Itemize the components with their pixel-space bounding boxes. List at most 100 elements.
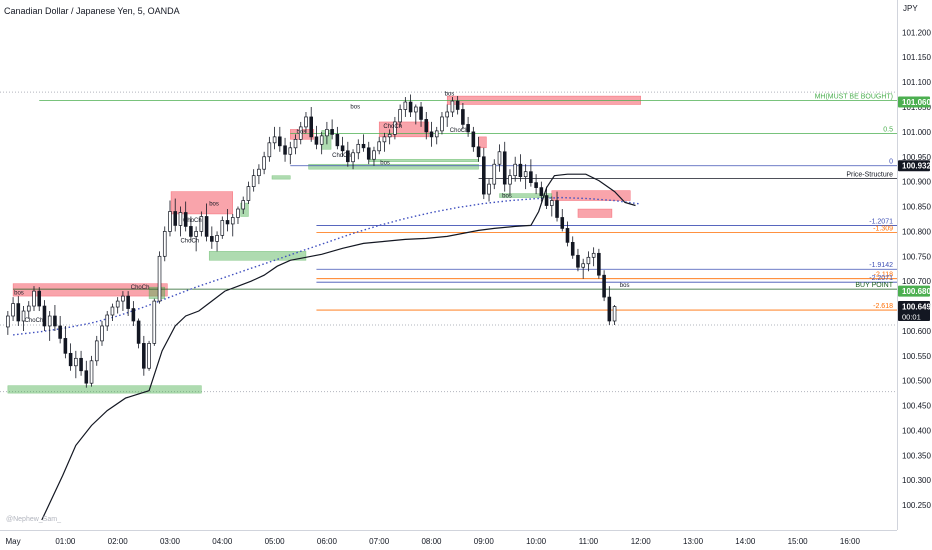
bear-candle	[210, 236, 214, 242]
bull-candle	[47, 315, 52, 327]
time-tick-label: 01:00	[55, 537, 76, 546]
level-label: 0.5	[883, 126, 893, 133]
bull-candle	[591, 252, 596, 258]
bear-candle	[283, 145, 287, 155]
bear-candle	[455, 100, 460, 110]
bear-candle	[314, 136, 319, 145]
structure-labels-layer: bos ChoCh ChoCh bos ChoCh ChoCh bos ChoCh bos Cho…	[14, 92, 629, 324]
bull-candle	[115, 300, 120, 308]
bull-candle	[6, 315, 10, 328]
price-tick-label: 100.350	[902, 451, 931, 460]
structure-label: ChoCh	[450, 128, 469, 134]
bull-candle	[288, 147, 293, 155]
supply-demand-zones-layer	[7, 95, 641, 394]
bear-candle	[539, 187, 544, 196]
time-tick-label: 07:00	[369, 537, 390, 546]
price-tick-label: 100.750	[902, 252, 931, 261]
time-tick-label: 09:00	[474, 537, 495, 546]
bear-candle	[597, 252, 601, 276]
structure-label: ChoCh	[332, 153, 351, 159]
bull-candle	[492, 163, 497, 185]
red-zone	[170, 191, 233, 215]
price-tick-label: 101.200	[902, 28, 931, 37]
price-badge	[898, 285, 930, 297]
bull-candle	[293, 138, 298, 149]
bull-candle	[398, 109, 402, 123]
time-tick-label: 04:00	[212, 537, 233, 546]
time-tick-label: 13:00	[683, 537, 704, 546]
bear-candle	[602, 274, 606, 298]
bear-candle	[84, 370, 89, 384]
bull-candle	[445, 111, 449, 118]
price-tick-label: 100.950	[902, 153, 931, 162]
bear-candle	[68, 352, 73, 367]
price-tick-label: 100.800	[902, 227, 931, 236]
bull-candle	[152, 300, 157, 344]
bull-candle	[267, 142, 272, 158]
bull-candle	[21, 310, 26, 322]
bull-candle	[497, 151, 502, 165]
bear-candle	[419, 106, 423, 120]
bull-candle	[199, 216, 204, 232]
structure-label: ChoCh	[25, 318, 44, 324]
level-label: -2.118	[874, 272, 893, 279]
structure-label: ChoCh	[183, 218, 202, 224]
time-tick-label: 14:00	[735, 537, 756, 546]
level-label: Price-Structure	[846, 172, 893, 179]
level-label: -1.9142	[869, 262, 893, 269]
bear-candle	[79, 357, 83, 372]
bull-candle	[487, 183, 491, 195]
structure-label: bos	[297, 129, 307, 135]
time-axis: May 01:00 02:00 03:00 04:00 05:00 06:00 07:00 08…	[0, 530, 897, 546]
bear-candle	[361, 143, 366, 149]
bull-candle	[162, 231, 167, 257]
bear-candle	[335, 134, 340, 147]
bear-candle	[607, 296, 612, 322]
price-axis: JPY101.200101.150101.100101.050101.00010…	[897, 0, 932, 550]
bull-candle	[32, 290, 36, 307]
bull-candle	[403, 101, 408, 110]
bull-candle	[508, 175, 512, 185]
bull-candle	[168, 211, 172, 232]
bear-candle	[225, 220, 230, 225]
bear-candle	[340, 145, 345, 152]
structure-label: bos	[380, 161, 390, 167]
price-tick-label: 101.100	[902, 78, 931, 87]
green-zone	[7, 385, 202, 394]
bull-candle	[414, 106, 418, 113]
bull-candle	[215, 235, 219, 242]
bull-candle	[100, 325, 104, 342]
bear-candle	[53, 315, 57, 327]
price-tick-label: 100.600	[902, 327, 931, 336]
level-label: -1.2071	[869, 218, 893, 225]
time-tick-label: 03:00	[160, 537, 181, 546]
level-label: BUY POINT	[855, 282, 893, 289]
bull-candle	[241, 200, 245, 210]
bull-candle	[105, 314, 110, 327]
time-tick-label: 16:00	[840, 537, 861, 546]
level-label: -1.309	[873, 225, 893, 232]
bear-candle	[408, 101, 413, 113]
bear-candle	[37, 290, 42, 307]
price-badge-label: 101.060	[902, 98, 931, 107]
bull-candle	[387, 134, 392, 138]
price-tick-label: 101.000	[902, 128, 931, 137]
structure-label: bos	[620, 283, 630, 289]
bull-candle	[382, 136, 387, 143]
bull-candle	[319, 135, 324, 145]
price-tick-label: 100.300	[902, 476, 931, 485]
bull-candle	[351, 152, 355, 163]
green-zone	[499, 193, 553, 198]
price-tick-label: 101.150	[902, 53, 931, 62]
bear-candle	[502, 151, 507, 185]
time-tick-label: 02:00	[108, 537, 129, 546]
price-badge	[898, 96, 930, 108]
bull-candle	[26, 305, 31, 312]
green-zone	[148, 286, 166, 299]
level-label: 0	[889, 159, 893, 166]
bear-candle	[126, 295, 130, 309]
bull-candle	[298, 126, 303, 140]
structure-label: bos	[209, 202, 219, 208]
bear-candle	[204, 216, 209, 237]
